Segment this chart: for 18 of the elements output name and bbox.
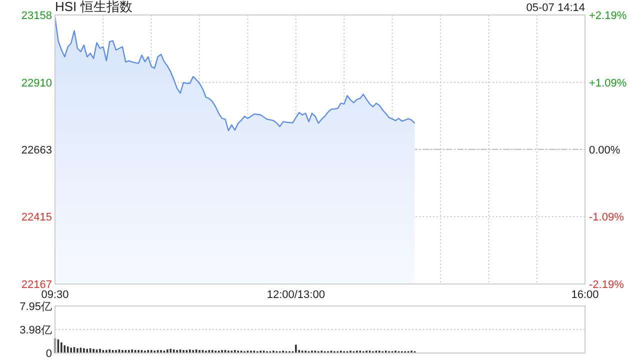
y-tick-label: 22663 — [21, 144, 52, 156]
text: 05-07 14:14 — [526, 2, 585, 14]
y-tick-label: 0 — [46, 348, 52, 360]
y2-tick-label: +2.19% — [589, 10, 627, 22]
y2-tick-label: -1.09% — [589, 211, 624, 224]
x-tick-label: 12:00/13:00 — [266, 289, 325, 301]
y-tick-label: 23158 — [21, 10, 52, 22]
chart-title: HSI 恒生指数 — [55, 0, 132, 14]
y2-tick-label: -2.19% — [589, 279, 624, 291]
y-tick-label: 3.98亿 — [20, 324, 52, 336]
y-tick-label: 7.95亿 — [20, 301, 52, 313]
y2-tick-label: 0.00% — [589, 144, 620, 156]
y-tick-label: 22910 — [21, 77, 52, 90]
y-tick-label: 22167 — [21, 279, 52, 291]
x-tick-label: 16:00 — [571, 289, 599, 301]
x-tick-label: 09:30 — [41, 289, 69, 301]
y-tick-label: 22415 — [21, 212, 52, 224]
y2-tick-label: +1.09% — [589, 78, 627, 90]
